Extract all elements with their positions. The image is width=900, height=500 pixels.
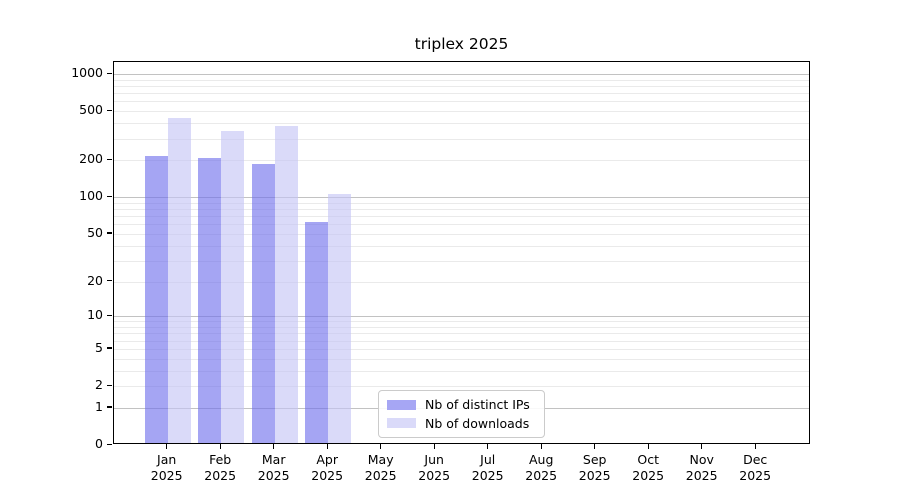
y-tick [107, 232, 112, 234]
x-tick-label: Jul 2025 [471, 452, 504, 484]
gridline-minor [114, 321, 809, 323]
x-tick-label: Apr 2025 [311, 452, 344, 484]
legend-item-distinct-ips: Nb of distinct IPs [387, 397, 536, 412]
gridline-minor [114, 333, 809, 335]
x-tick [166, 444, 168, 449]
x-tick-label: Jun 2025 [418, 452, 451, 484]
bar-downloads [221, 131, 245, 443]
gridline-minor [114, 224, 809, 226]
y-tick [107, 280, 112, 282]
y-tick-label: 10 [87, 307, 103, 323]
x-tick-label: Sep 2025 [578, 452, 611, 484]
bar-distinct-ips [198, 158, 222, 443]
gridline-minor [114, 79, 809, 81]
x-tick-label: May 2025 [364, 452, 397, 484]
y-tick-label: 5 [95, 339, 103, 355]
x-tick-label: Nov 2025 [685, 452, 718, 484]
legend-swatch-downloads [387, 418, 416, 429]
gridline-minor [114, 358, 809, 360]
legend-label-downloads: Nb of downloads [425, 415, 530, 431]
chart-title: triplex 2025 [414, 35, 509, 53]
y-tick-label: 100 [79, 188, 103, 204]
bar-downloads [328, 193, 352, 443]
gridline-minor [114, 202, 809, 204]
plot-area [113, 61, 810, 444]
grid-layer [114, 62, 809, 443]
gridline-major [114, 74, 809, 76]
gridline-minor [114, 340, 809, 342]
y-tick-label: 200 [79, 151, 103, 167]
y-tick [107, 109, 112, 112]
x-tick-label: Oct 2025 [632, 452, 665, 484]
y-tick [107, 443, 112, 445]
gridline-minor [114, 111, 809, 113]
bar-distinct-ips [251, 164, 275, 443]
gridline-minor [114, 327, 809, 329]
gridline-minor [114, 209, 809, 211]
x-tick [754, 444, 756, 449]
legend-item-downloads: Nb of downloads [387, 416, 536, 431]
y-tick [107, 72, 112, 74]
x-tick [647, 444, 649, 449]
x-tick-label: Feb 2025 [204, 452, 237, 484]
gridline-major [114, 197, 809, 199]
gridline-minor [114, 386, 809, 387]
gridline-minor [114, 370, 809, 372]
gridline-minor [114, 160, 809, 162]
y-tick-label: 500 [79, 102, 103, 118]
gridline-minor [114, 216, 809, 218]
x-tick [273, 444, 275, 449]
x-tick [380, 444, 382, 449]
bar-downloads [167, 117, 191, 443]
gridline-minor [114, 138, 809, 140]
legend: Nb of distinct IPs Nb of downloads [378, 390, 545, 438]
bar-downloads [274, 126, 298, 443]
bar-distinct-ips [144, 155, 168, 443]
bar-distinct-ips [305, 222, 329, 443]
x-tick [433, 444, 435, 449]
gridline-minor [114, 233, 809, 235]
x-tick [540, 444, 542, 449]
y-tick-label: 20 [87, 272, 103, 288]
y-tick [107, 406, 112, 408]
x-tick-label: Dec 2025 [739, 452, 772, 484]
gridline-minor [114, 93, 809, 95]
gridline-minor [114, 281, 809, 283]
gridline-minor [114, 245, 809, 247]
x-tick [594, 444, 596, 449]
bars-layer [114, 62, 809, 443]
x-tick [487, 444, 489, 449]
y-tick [107, 384, 112, 386]
y-tick-label: 2 [95, 377, 103, 392]
legend-swatch-distinct-ips [387, 399, 416, 410]
y-tick-label: 50 [87, 224, 103, 240]
gridline-minor [114, 123, 809, 125]
gridline-minor [114, 348, 809, 350]
gridline-minor [114, 260, 809, 262]
x-tick [701, 444, 703, 449]
y-tick-label: 0 [95, 436, 103, 451]
gridline-minor [114, 86, 809, 88]
y-tick [107, 158, 112, 161]
y-tick [107, 195, 112, 197]
gridline-major [114, 316, 809, 318]
x-tick-label: Aug 2025 [525, 452, 558, 484]
y-tick-label: 1000 [71, 65, 103, 81]
x-tick-label: Jan 2025 [150, 452, 183, 484]
x-tick [219, 444, 221, 449]
x-tick [326, 444, 328, 449]
y-tick [107, 314, 112, 317]
y-tick-label: 1 [95, 398, 103, 414]
gridline-minor [114, 101, 809, 103]
legend-label-distinct-ips: Nb of distinct IPs [425, 397, 530, 413]
x-tick-label: Mar 2025 [257, 452, 290, 484]
y-tick [107, 347, 112, 349]
